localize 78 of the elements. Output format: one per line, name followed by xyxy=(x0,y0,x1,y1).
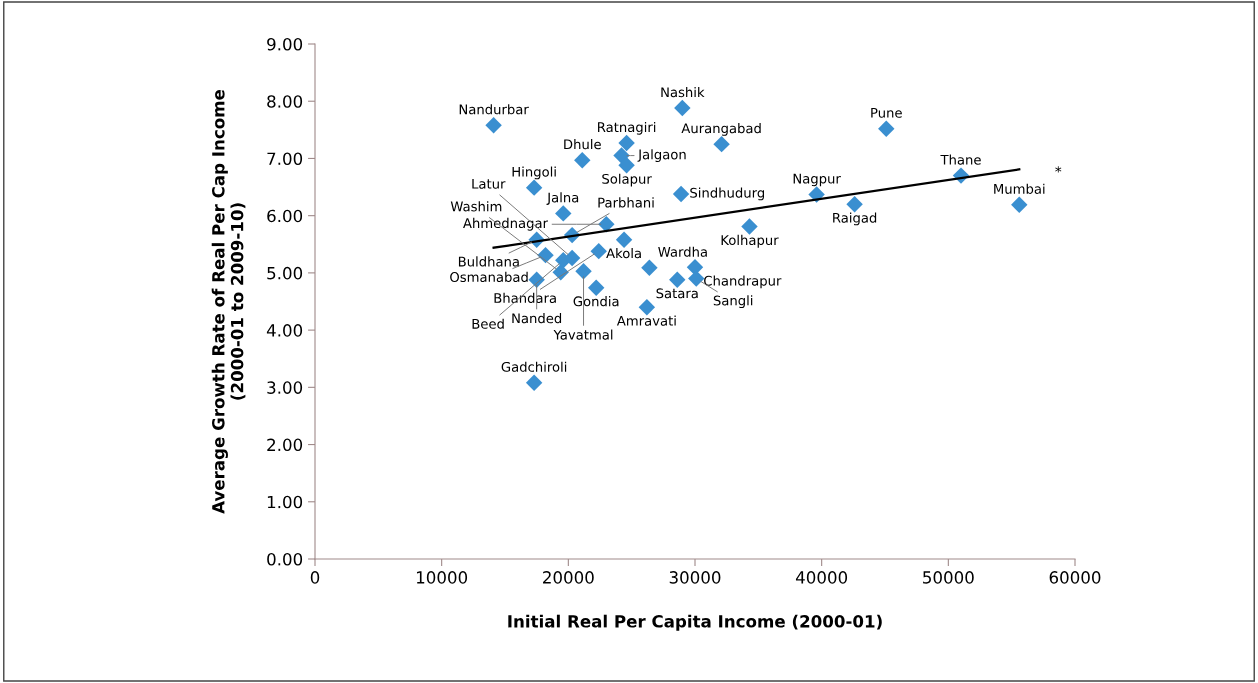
annotation: Pune xyxy=(871,107,902,118)
x-tick-label: 0 xyxy=(310,571,320,584)
annotation: Gondia xyxy=(573,296,619,307)
annotation: Buldhana xyxy=(458,256,519,267)
annotation: Gadchiroli xyxy=(501,361,567,372)
point xyxy=(618,157,635,174)
x-tick-label: 10000 xyxy=(416,571,468,584)
annotation: Hingoli xyxy=(512,166,556,180)
x-tick-label: 20000 xyxy=(543,571,594,584)
annotation: Dhule xyxy=(564,139,601,150)
point xyxy=(741,218,758,235)
point xyxy=(846,196,863,213)
point xyxy=(598,216,615,233)
annotation: Latur xyxy=(472,178,506,189)
annotation: Ratnagiri xyxy=(598,121,656,135)
annotation: Beed xyxy=(472,318,504,329)
point xyxy=(669,271,686,288)
x-tick-label: 50000 xyxy=(923,571,974,584)
annotation: * xyxy=(1055,166,1062,173)
y-tick-label: 2.00 xyxy=(267,438,303,452)
y-tick-label: 5.00 xyxy=(267,266,303,280)
annotation: Thane xyxy=(940,154,981,165)
y-tick-label: 3.00 xyxy=(267,381,303,394)
annotation: Nandurbar xyxy=(459,104,529,115)
y-tick-label: 8.00 xyxy=(267,95,303,108)
annotation: Bhandara xyxy=(494,292,556,304)
point xyxy=(686,258,704,276)
point xyxy=(672,185,690,203)
annotation: Nagpur xyxy=(793,173,841,187)
point xyxy=(878,120,895,137)
y-tick-label: 6.00 xyxy=(267,209,303,223)
annotation: Kolhapur xyxy=(721,234,779,248)
point xyxy=(587,279,605,296)
annotation: Satara xyxy=(656,288,698,299)
annotation: Jalna xyxy=(546,192,579,205)
y-axis-title: Average Growth Rate of Real Per Cap Income (2000-01 to 2009-10) xyxy=(211,89,246,514)
y-tick-label: 1.00 xyxy=(267,495,303,509)
x-tick-label: 30000 xyxy=(669,571,721,584)
point xyxy=(674,99,691,117)
annotation: Yavatmal xyxy=(553,329,613,340)
annotation: Mumbai xyxy=(994,183,1045,194)
annotation: Ahmednagar xyxy=(463,217,548,231)
y-tick-label: 7.00 xyxy=(267,152,303,166)
point xyxy=(525,179,543,196)
point xyxy=(688,270,705,287)
annotation: Sindhudurg xyxy=(690,187,765,201)
point xyxy=(574,151,591,169)
x-tick-label: 60000 xyxy=(1049,571,1101,584)
annotation: Sangli xyxy=(713,295,753,309)
annotation: Parbhani xyxy=(598,197,654,208)
point xyxy=(713,135,730,153)
point xyxy=(555,205,572,222)
y-tick-label: 9.00 xyxy=(267,37,303,51)
annotation: Akola xyxy=(606,248,641,259)
point xyxy=(641,259,658,276)
annotation: Nanded xyxy=(512,313,562,324)
annotation: Aurangabad xyxy=(681,123,761,136)
annotation: Amravati xyxy=(616,315,676,326)
y-tick-label: 4.00 xyxy=(266,324,303,337)
point xyxy=(525,374,543,391)
annotation: Chandrapur xyxy=(704,275,782,289)
point xyxy=(485,117,502,134)
annotation: Nashik xyxy=(661,86,705,98)
point xyxy=(615,231,633,248)
annotation: Osmanabad xyxy=(450,271,528,283)
x-axis-title: Initial Real Per Capita Income (2000-01) xyxy=(508,614,882,631)
annotation: Washim xyxy=(450,201,502,212)
annotation: Wardha xyxy=(658,246,707,257)
point xyxy=(575,262,592,280)
y-tick-label: 0.00 xyxy=(267,552,303,566)
point xyxy=(618,134,635,152)
point xyxy=(590,242,607,260)
point xyxy=(1011,196,1028,214)
x-tick-label: 40000 xyxy=(795,571,848,584)
point xyxy=(638,299,656,316)
annotation: Raigad xyxy=(833,212,877,226)
annotation: Solapur xyxy=(602,173,652,187)
annotation: Jalgaon xyxy=(637,149,686,162)
